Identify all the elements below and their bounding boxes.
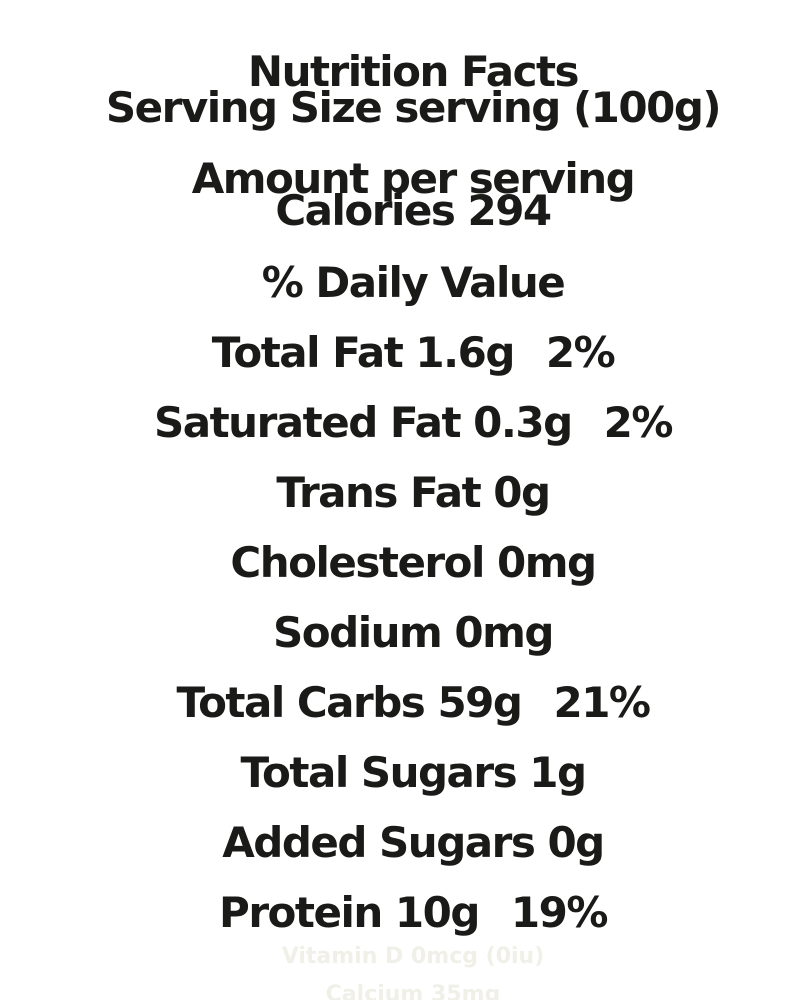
nutrient-amount: 0.3g — [473, 398, 573, 447]
nutrient-row-total-fat: Total Fat 1.6g 2% — [0, 332, 800, 374]
nutrient-daily-value: 21% — [553, 678, 651, 727]
micronutrient-name: Calcium — [325, 982, 424, 1000]
nutrient-name: Added Sugars — [222, 818, 536, 867]
micronutrient-row-vitamin-d: Vitamin D 0mcg (0iu) — [0, 946, 800, 968]
nutrient-amount: 1g — [529, 748, 587, 797]
nutrient-row-protein: Protein 10g 19% — [0, 892, 800, 934]
nutrient-amount: 0g — [547, 818, 605, 867]
nutrient-amount: 59g — [437, 678, 523, 727]
nutrient-amount: 0mg — [497, 538, 597, 587]
calories-row: Calories 294 — [0, 190, 800, 232]
nutrient-amount: 10g — [394, 888, 481, 937]
nutrient-daily-value: 2% — [603, 398, 674, 447]
nutrient-row-saturated-fat: Saturated Fat 0.3g 2% — [0, 402, 800, 444]
micronutrient-row-calcium: Calcium 35mg — [0, 984, 800, 1000]
nutrient-amount: 0mg — [454, 608, 554, 657]
daily-value-header: % Daily Value — [261, 258, 566, 307]
nutrient-name: Trans Fat — [276, 468, 481, 517]
nutrient-amount: 1.6g — [415, 328, 515, 377]
nutrient-name: Protein — [219, 888, 383, 937]
nutrient-daily-value: 19% — [510, 888, 609, 937]
nutrient-row-sodium: Sodium 0mg — [0, 612, 800, 654]
micronutrient-name: Vitamin D — [281, 944, 404, 969]
micronutrient-amount: 0mcg (0iu) — [410, 944, 545, 969]
nutrient-name: Cholesterol — [230, 538, 485, 587]
nutrient-row-total-carbs: Total Carbs 59g 21% — [0, 682, 800, 724]
nutrient-row-trans-fat: Trans Fat 0g — [0, 472, 800, 514]
calories-value: 294 — [467, 186, 552, 235]
nutrient-name: Sodium — [273, 608, 443, 657]
nutrition-facts-title: Nutrition Facts — [247, 47, 580, 96]
nutrient-amount: 0g — [493, 468, 551, 517]
nutrient-row-cholesterol: Cholesterol 0mg — [0, 542, 800, 584]
calories-label: Calories — [275, 186, 456, 235]
nutrient-name: Total Carbs — [176, 678, 426, 727]
nutrient-row-added-sugars: Added Sugars 0g — [0, 822, 800, 864]
nutrient-row-total-sugars: Total Sugars 1g — [0, 752, 800, 794]
micronutrient-amount: 35mg — [431, 982, 501, 1000]
nutrient-name: Total Sugars — [240, 748, 517, 797]
amount-per-serving-label: Amount per serving — [191, 154, 636, 203]
nutrient-name: Saturated Fat — [154, 398, 462, 447]
nutrient-name: Total Fat — [211, 328, 404, 377]
nutrient-daily-value: 2% — [545, 328, 616, 377]
serving-size-line: Serving Size serving (100g) — [105, 83, 722, 132]
